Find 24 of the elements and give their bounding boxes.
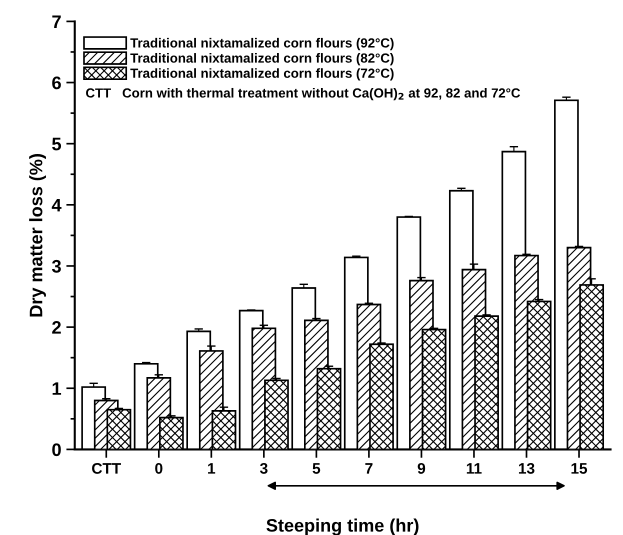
x-tick-label: 7 <box>365 463 372 474</box>
y-tick-label: 1 <box>52 382 62 395</box>
legend-label: Traditional nixtamalized corn flours (72°C) <box>130 68 394 80</box>
y-tick-label: 4 <box>52 198 62 212</box>
annotation: CTT Corn with thermal treatment without Ca(OH)$_{2}$ at 92, 82 and 72°C <box>86 88 520 100</box>
x-tick-label: 11 <box>466 463 482 474</box>
x-tick-label: 15 <box>571 463 588 474</box>
x-tick-label: 1 <box>208 463 216 474</box>
x-tick-label: 3 <box>260 463 268 474</box>
x-tick-label: 5 <box>312 463 320 474</box>
y-tick-label: 3 <box>52 260 61 273</box>
y-tick-label: 2 <box>52 321 61 334</box>
y-tick-label: 6 <box>52 76 61 90</box>
x-tick-label: 13 <box>518 463 534 474</box>
y-tick-label: 7 <box>52 16 61 28</box>
legend-label: Traditional nixtamalized corn flours (82°C) <box>130 53 394 66</box>
x-axis-title: Steeping time (hr) <box>266 518 418 535</box>
y-axis-title: Dry matter loss (%) <box>29 154 46 316</box>
x-tick-label: 9 <box>418 463 426 474</box>
x-tick-label: CTT <box>92 463 121 474</box>
legend-label: Traditional nixtamalized corn flours (92°C) <box>130 38 394 50</box>
y-tick-label: 0 <box>52 443 61 456</box>
x-tick-label: 0 <box>155 463 162 474</box>
y-tick-label: 5 <box>52 138 62 150</box>
